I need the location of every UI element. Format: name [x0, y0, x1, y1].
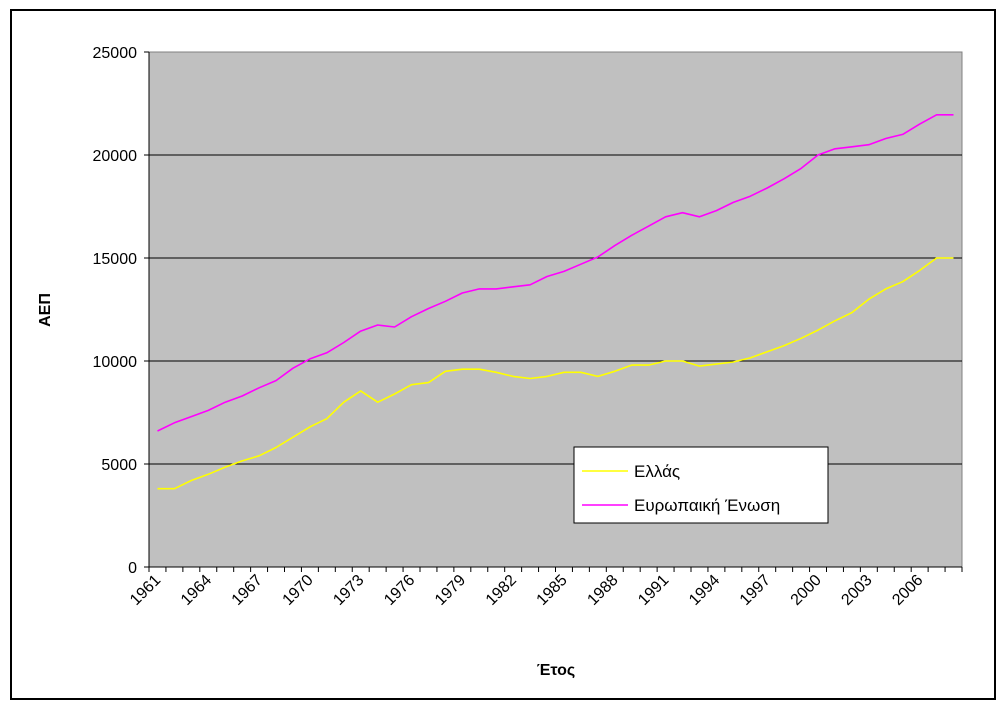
series-lines	[157, 114, 954, 490]
x-tick-label: 1964	[178, 572, 215, 609]
x-tick-label: 1982	[483, 572, 520, 609]
x-tick-label: 2006	[889, 572, 926, 609]
x-tick-label: 1988	[584, 572, 621, 609]
legend-label-0: Ελλάς	[634, 462, 680, 481]
x-tick-label: 1991	[635, 572, 672, 609]
plot-area	[148, 51, 963, 568]
legend-box	[573, 446, 829, 524]
y-tick-label: 15000	[93, 251, 138, 268]
y-axis-title: ΑΕΠ	[37, 293, 54, 327]
y-tick-label: 20000	[93, 148, 138, 165]
series-line-1	[157, 114, 954, 432]
y-tick-label: 5000	[101, 457, 137, 474]
y-tick-label: 10000	[93, 354, 138, 371]
x-tick-label: 1973	[330, 572, 367, 609]
x-tick-label: 1967	[229, 572, 266, 609]
x-tick-label: 2003	[838, 572, 875, 609]
x-tick-label: 1976	[381, 572, 418, 609]
legend: Ελλάς Ευρωπαική Ένωση	[573, 446, 829, 524]
x-tick-label: 1997	[737, 572, 774, 609]
legend-label-1: Ευρωπαική Ένωση	[634, 496, 780, 515]
x-tick-label: 1985	[534, 572, 571, 609]
x-tick-label: 2000	[788, 572, 825, 609]
x-tick-label: 1994	[686, 572, 723, 609]
x-axis-title: Έτος	[537, 662, 575, 679]
x-tick-label: 1970	[280, 572, 317, 609]
x-tick-label: 1979	[432, 572, 469, 609]
x-axis-ticks: 1961 1964 1967 1970 1973 1976 1979 1982 1985 1988…	[127, 567, 963, 609]
x-tick-label: 1961	[127, 572, 164, 609]
y-tick-label: 0	[128, 560, 137, 577]
series-line-0	[157, 257, 954, 490]
y-tick-label: 25000	[93, 45, 138, 62]
